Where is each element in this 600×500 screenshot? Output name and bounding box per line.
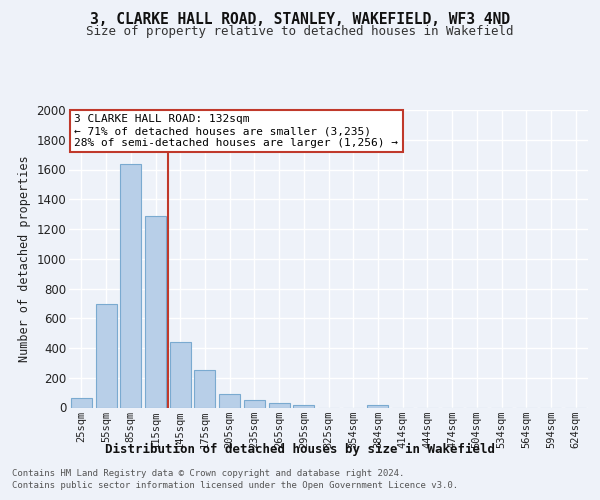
Bar bbox=[367, 406, 388, 407]
Text: Distribution of detached houses by size in Wakefield: Distribution of detached houses by size … bbox=[105, 442, 495, 456]
Bar bbox=[194, 370, 215, 408]
Bar bbox=[71, 398, 92, 407]
Bar bbox=[170, 342, 191, 407]
Text: 3 CLARKE HALL ROAD: 132sqm
← 71% of detached houses are smaller (3,235)
28% of s: 3 CLARKE HALL ROAD: 132sqm ← 71% of deta… bbox=[74, 114, 398, 148]
Bar bbox=[145, 216, 166, 408]
Text: Contains public sector information licensed under the Open Government Licence v3: Contains public sector information licen… bbox=[12, 481, 458, 490]
Text: Contains HM Land Registry data © Crown copyright and database right 2024.: Contains HM Land Registry data © Crown c… bbox=[12, 469, 404, 478]
Text: 3, CLARKE HALL ROAD, STANLEY, WAKEFIELD, WF3 4ND: 3, CLARKE HALL ROAD, STANLEY, WAKEFIELD,… bbox=[90, 12, 510, 28]
Bar bbox=[219, 394, 240, 407]
Text: Size of property relative to detached houses in Wakefield: Size of property relative to detached ho… bbox=[86, 25, 514, 38]
Bar bbox=[120, 164, 141, 408]
Bar bbox=[244, 400, 265, 407]
Bar bbox=[95, 304, 116, 408]
Bar bbox=[293, 404, 314, 407]
Y-axis label: Number of detached properties: Number of detached properties bbox=[18, 156, 31, 362]
Bar bbox=[269, 403, 290, 407]
